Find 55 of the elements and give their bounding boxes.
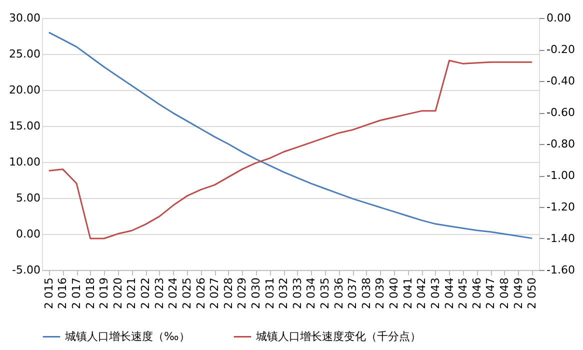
x-tick-label: 2 040 (388, 278, 401, 309)
x-tick-label: 2 028 (222, 278, 235, 309)
x-tick-label: 2 033 (290, 278, 304, 309)
x-tick-label: 2 038 (360, 278, 373, 309)
x-tick-label: 2 031 (263, 278, 276, 309)
x-tick-label: 2 042 (415, 278, 428, 309)
x-tick-label: 2 045 (456, 278, 470, 309)
x-tick-label: 2 029 (236, 278, 249, 309)
x-tick-label: 2 021 (125, 278, 138, 309)
y2-tick-label: -1.60 (546, 264, 575, 276)
x-tick-label: 2 049 (512, 278, 525, 309)
x-tick-label: 2 035 (318, 278, 332, 309)
y2-tick-label: -0.40 (546, 74, 575, 88)
x-tick-label: 2 026 (194, 278, 208, 309)
x-tick-label: 2 015 (42, 278, 56, 309)
y-tick-label: 15.00 (9, 120, 40, 132)
x-tick-label: 2 037 (346, 278, 360, 309)
y2-tick-label: -0.20 (546, 43, 575, 56)
x-tick-label: 2 016 (56, 278, 70, 309)
x-tick-label: 2 017 (70, 278, 84, 309)
x-tick-label: 2 027 (208, 278, 222, 309)
x-tick-label: 2 041 (401, 278, 414, 309)
y-tick-label: 25.00 (9, 48, 40, 60)
y-tick-label: -5.00 (12, 264, 40, 276)
y2-tick-label: -0.80 (546, 138, 575, 150)
x-tick-label: 2 036 (332, 278, 346, 309)
x-tick-label: 2 039 (374, 278, 387, 309)
x-tick-label: 2 047 (484, 278, 498, 309)
x-tick-label: 2 034 (304, 278, 318, 309)
y-tick-label: 5.00 (16, 192, 40, 204)
y2-tick-label: -1.20 (546, 200, 575, 214)
x-tick-label: 2 030 (249, 278, 262, 309)
x-tick-label: 2 044 (442, 278, 456, 309)
x-tick-label: 2 032 (277, 278, 290, 309)
y-tick-label: 30.00 (9, 12, 40, 24)
y2-tick-label: 0.00 (546, 12, 571, 24)
y-tick-label: 10.00 (9, 156, 40, 168)
x-tick-label: 2 048 (498, 278, 511, 309)
y-tick-label: 0.00 (16, 228, 40, 240)
x-tick-label: 2 046 (470, 278, 484, 309)
x-tick-label: 2 019 (98, 278, 111, 309)
legend-label: 城镇人口增长速度变化（千分点） (255, 330, 421, 343)
y-tick-label: 20.00 (9, 84, 40, 96)
x-tick-label: 2 024 (166, 278, 180, 309)
x-tick-label: 2 023 (152, 278, 166, 309)
x-tick-label: 2 018 (84, 278, 97, 309)
legend-label: 城镇人口增长速度（‰） (64, 330, 190, 343)
y2-tick-label: -0.60 (546, 106, 575, 119)
y2-tick-label: -1.00 (546, 169, 575, 182)
x-tick-label: 2 020 (111, 278, 124, 309)
y2-tick-label: -1.40 (546, 232, 575, 245)
x-tick-label: 2 022 (139, 278, 152, 309)
x-tick-label: 2 043 (428, 278, 442, 309)
x-tick-label: 2 050 (526, 278, 539, 309)
x-tick-label: 2 025 (180, 278, 194, 309)
